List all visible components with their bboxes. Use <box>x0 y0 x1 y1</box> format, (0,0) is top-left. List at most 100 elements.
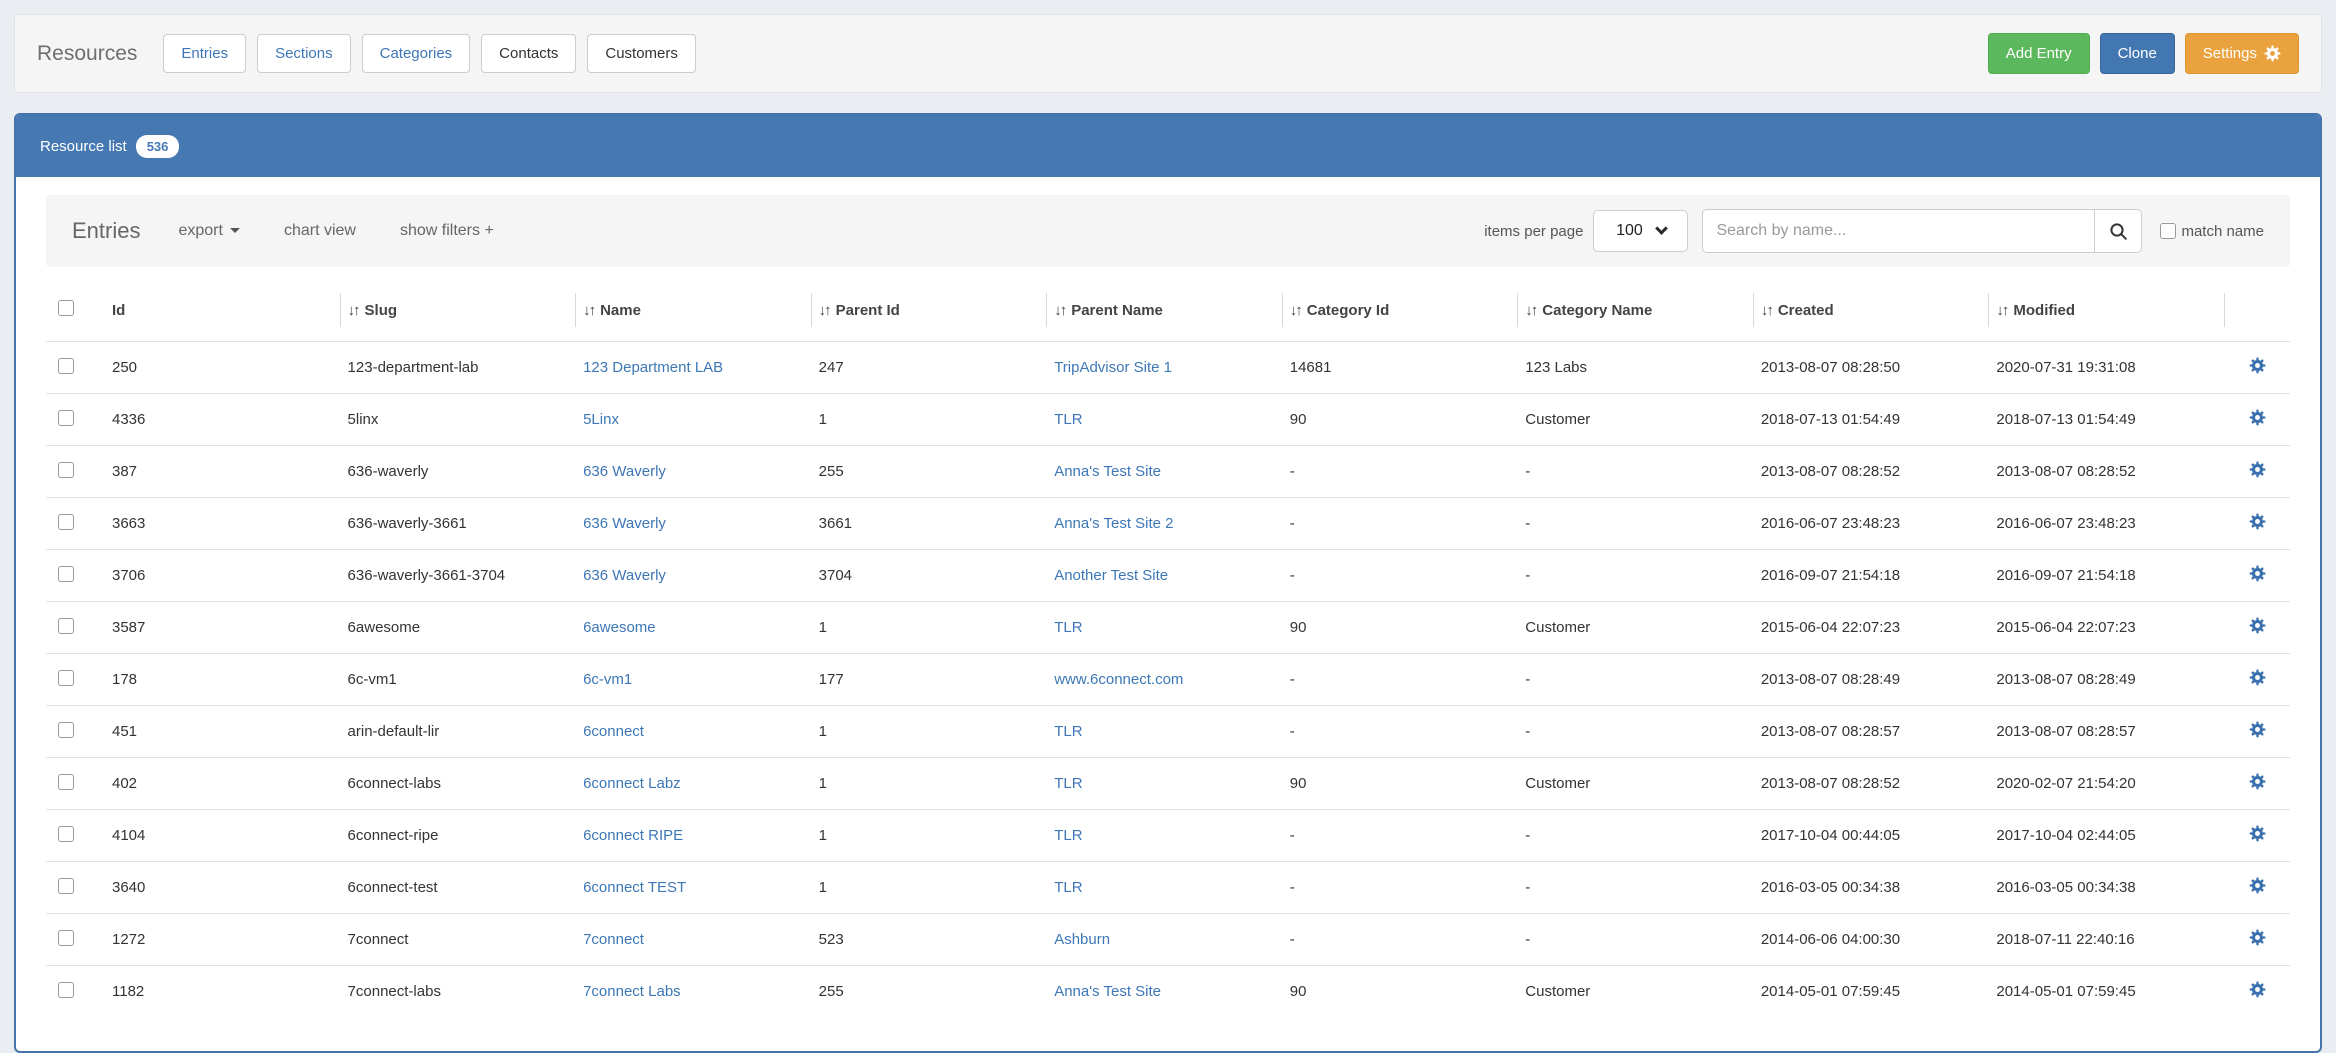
name-link[interactable]: 6connect Labz <box>583 775 681 792</box>
column-header-category_name[interactable]: ↓↑ Category Name <box>1517 279 1753 342</box>
row-checkbox[interactable] <box>58 461 74 478</box>
row-select-cell <box>46 445 104 498</box>
row-gear-icon[interactable] <box>2249 981 2266 998</box>
row-checkbox[interactable] <box>58 929 74 946</box>
row-checkbox[interactable] <box>58 981 74 998</box>
column-header-slug[interactable]: ↓↑ Slug <box>339 279 576 342</box>
cell-modified: 2016-09-07 21:54:18 <box>1988 549 2224 602</box>
parent_name-link[interactable]: Anna's Test Site <box>1054 463 1162 480</box>
parent_name-link[interactable]: TLR <box>1054 879 1083 896</box>
cell-category_name: - <box>1517 653 1753 706</box>
cell-modified: 2013-08-07 08:28:52 <box>1988 445 2224 498</box>
tab-entries[interactable]: Entries <box>163 34 247 73</box>
cell-parent_name: Anna's Test Site <box>1046 445 1282 498</box>
row-gear-icon[interactable] <box>2249 617 2266 634</box>
sort-icon: ↓↑ <box>1996 301 2009 319</box>
cell-parent_name: Anna's Test Site 2 <box>1046 497 1282 550</box>
parent_name-link[interactable]: TLR <box>1054 775 1083 792</box>
row-gear-icon[interactable] <box>2249 461 2266 478</box>
name-link[interactable]: 7connect Labs <box>583 983 681 1000</box>
settings-button[interactable]: Settings <box>2184 33 2299 74</box>
name-link[interactable]: 6c-vm1 <box>583 671 633 688</box>
row-checkbox[interactable] <box>58 565 74 582</box>
parent_name-link[interactable]: Anna's Test Site 2 <box>1054 515 1174 532</box>
row-gear-icon[interactable] <box>2249 669 2266 686</box>
tab-contacts[interactable]: Contacts <box>481 34 577 73</box>
table-row: 402 6connect-labs 6connect Labz 1 TLR 90 Custo… <box>46 757 2290 810</box>
tab-customers[interactable]: Customers <box>587 34 696 73</box>
cell-modified: 2013-08-07 08:28:49 <box>1988 653 2224 706</box>
parent_name-link[interactable]: TLR <box>1054 411 1083 428</box>
parent_name-link[interactable]: www.6connect.com <box>1054 671 1184 688</box>
add-entry-button[interactable]: Add Entry <box>1987 33 2090 74</box>
parent_name-link[interactable]: Another Test Site <box>1054 567 1169 584</box>
name-link[interactable]: 6awesome <box>583 619 656 636</box>
parent_name-link[interactable]: TripAdvisor Site 1 <box>1054 359 1173 376</box>
chart-view-link[interactable]: chart view <box>283 222 356 239</box>
cell-category_id: - <box>1281 913 1518 966</box>
cell-name: 6awesome <box>575 601 811 654</box>
parent_name-link[interactable]: TLR <box>1054 723 1083 740</box>
cell-created: 2014-05-01 07:59:45 <box>1752 965 1989 1017</box>
row-gear-icon[interactable] <box>2249 409 2266 426</box>
row-gear-icon[interactable] <box>2249 565 2266 582</box>
tab-categories[interactable]: Categories <box>361 34 471 73</box>
name-link[interactable]: 636 Waverly <box>583 463 666 480</box>
row-gear-icon[interactable] <box>2249 721 2266 738</box>
column-header-parent_id[interactable]: ↓↑ Parent Id <box>810 279 1047 342</box>
parent_name-link[interactable]: TLR <box>1054 827 1083 844</box>
row-gear-icon[interactable] <box>2249 513 2266 530</box>
parent_name-link[interactable]: Ashburn <box>1054 931 1111 948</box>
row-checkbox[interactable] <box>58 357 74 374</box>
row-checkbox[interactable] <box>58 877 74 894</box>
header-actions: Add Entry Clone Settings <box>1987 33 2299 74</box>
resource-list-panel: Resource list 536 Entries export chart v… <box>14 113 2322 1053</box>
row-gear-icon[interactable] <box>2249 773 2266 790</box>
name-link[interactable]: 5Linx <box>583 411 619 428</box>
name-link[interactable]: 123 Department LAB <box>583 359 724 376</box>
column-header-created[interactable]: ↓↑ Created <box>1752 279 1989 342</box>
row-checkbox[interactable] <box>58 513 74 530</box>
cell-id: 178 <box>104 653 340 706</box>
row-gear-icon[interactable] <box>2249 877 2266 894</box>
toolbar-right: items per page 100 match <box>1484 209 2264 253</box>
row-gear-icon[interactable] <box>2249 825 2266 842</box>
column-header-name[interactable]: ↓↑ Name <box>575 279 811 342</box>
name-link[interactable]: 636 Waverly <box>583 515 666 532</box>
name-link[interactable]: 636 Waverly <box>583 567 666 584</box>
row-checkbox[interactable] <box>58 409 74 426</box>
row-checkbox[interactable] <box>58 825 74 842</box>
search-input[interactable] <box>1702 209 2095 253</box>
cell-created: 2016-03-05 00:34:38 <box>1752 861 1989 914</box>
cell-name: 636 Waverly <box>575 497 811 550</box>
parent_name-link[interactable]: Anna's Test Site <box>1054 983 1162 1000</box>
row-checkbox[interactable] <box>58 721 74 738</box>
export-dropdown[interactable]: export <box>178 222 240 240</box>
panel-title: Resource list <box>40 137 127 155</box>
name-link[interactable]: 6connect RIPE <box>583 827 684 844</box>
select-all-checkbox[interactable] <box>58 300 74 316</box>
column-header-parent_name[interactable]: ↓↑ Parent Name <box>1046 279 1282 342</box>
row-checkbox[interactable] <box>58 617 74 634</box>
clone-button[interactable]: Clone <box>2099 33 2175 74</box>
name-link[interactable]: 7connect <box>583 931 644 948</box>
row-actions-cell <box>2224 601 2290 654</box>
items-per-page-select[interactable]: 100 <box>1593 210 1689 252</box>
search-button[interactable] <box>2094 209 2143 253</box>
match-name-label: match name <box>2181 222 2264 240</box>
page-title: Resources <box>37 41 138 65</box>
table-row: 4104 6connect-ripe 6connect RIPE 1 TLR - -2017… <box>46 809 2290 862</box>
match-name-checkbox[interactable] <box>2160 223 2177 239</box>
parent_name-link[interactable]: TLR <box>1054 619 1083 636</box>
column-header-category_id[interactable]: ↓↑ Category Id <box>1281 279 1518 342</box>
name-link[interactable]: 6connect TEST <box>583 879 687 896</box>
row-gear-icon[interactable] <box>2249 929 2266 946</box>
row-gear-icon[interactable] <box>2249 357 2266 374</box>
column-header-modified[interactable]: ↓↑ Modified <box>1988 279 2224 342</box>
tab-sections[interactable]: Sections <box>257 34 351 73</box>
show-filters-link[interactable]: show filters + <box>399 222 494 239</box>
name-link[interactable]: 6connect <box>583 723 644 740</box>
row-checkbox[interactable] <box>58 773 74 790</box>
cell-category_name: - <box>1517 861 1753 914</box>
row-checkbox[interactable] <box>58 669 74 686</box>
